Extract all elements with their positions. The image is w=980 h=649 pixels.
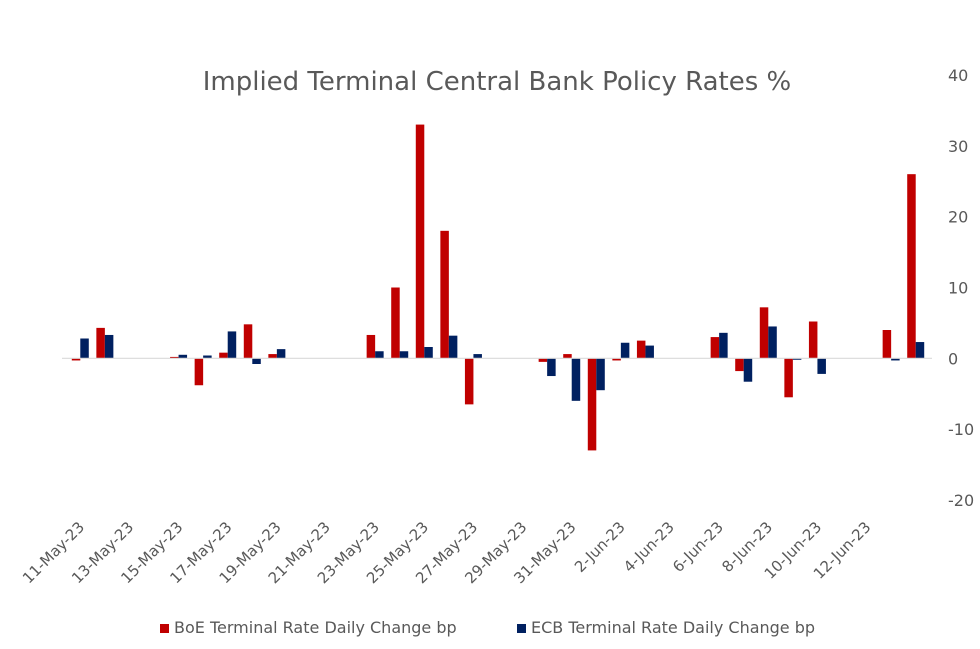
boe-bar-0 <box>71 358 81 361</box>
ecb-bar-21 <box>596 358 605 391</box>
boe-legend-label: BoE Terminal Rate Daily Change bp <box>174 618 457 637</box>
ecb-bar-1 <box>104 334 114 359</box>
ecb-bar-14 <box>424 347 433 359</box>
ecb-bar-20 <box>571 358 581 401</box>
boe-bar-8 <box>268 354 277 359</box>
boe-bar-5 <box>194 358 204 386</box>
y-tick-label: -20 <box>948 491 974 510</box>
ecb-bar-29 <box>792 358 802 360</box>
x-axis-category-labels: 11-May-2313-May-2315-May-2317-May-2319-M… <box>19 518 874 587</box>
boe-bar-1 <box>96 327 105 359</box>
boe-bar-34 <box>907 174 916 359</box>
boe-bar-22 <box>612 358 621 361</box>
boe-bar-27 <box>735 358 744 372</box>
y-tick-label: 30 <box>948 137 968 156</box>
y-tick-label: 20 <box>948 208 968 227</box>
boe-bar-13 <box>391 287 400 359</box>
boe-bar-30 <box>808 321 818 359</box>
y-tick-label: -10 <box>948 420 974 439</box>
boe-bar-14 <box>415 124 425 359</box>
ecb-bar-34 <box>915 342 925 359</box>
ecb-bar-28 <box>768 326 777 359</box>
x-category-label: 6-Jun-23 <box>669 518 727 576</box>
ecb-bar-13 <box>399 351 409 359</box>
chart-title: Implied Terminal Central Bank Policy Rat… <box>203 67 792 97</box>
ecb-legend-swatch <box>517 624 526 633</box>
ecb-bar-8 <box>276 349 286 359</box>
boe-bar-6 <box>219 352 228 359</box>
x-category-label: 4-Jun-23 <box>620 518 678 576</box>
boe-bar-4 <box>170 356 179 359</box>
x-category-label: 2-Jun-23 <box>571 518 629 576</box>
ecb-bar-27 <box>743 358 753 382</box>
ecb-bar-0 <box>80 338 89 359</box>
ecb-bar-22 <box>620 342 630 359</box>
legend: BoE Terminal Rate Daily Change bp ECB Ter… <box>160 618 815 637</box>
boe-bar-12 <box>366 334 376 359</box>
boe-bar-16 <box>464 358 474 405</box>
y-tick-label: 10 <box>948 279 968 298</box>
ecb-bar-16 <box>473 354 482 359</box>
boe-bar-23 <box>636 340 646 359</box>
y-axis-ticks: 40 30 20 10 0 -10 -20 <box>948 66 974 510</box>
boe-bar-7 <box>243 324 253 359</box>
bars-group <box>71 124 925 451</box>
boe-legend-swatch <box>160 624 169 633</box>
ecb-bar-26 <box>719 332 728 359</box>
ecb-bar-5 <box>203 355 212 359</box>
ecb-bar-4 <box>178 354 188 359</box>
ecb-bar-30 <box>817 358 826 374</box>
boe-bar-20 <box>563 354 572 359</box>
boe-bar-19 <box>538 358 548 362</box>
ecb-bar-6 <box>227 331 237 359</box>
boe-bar-21 <box>587 358 597 451</box>
boe-bar-29 <box>784 358 793 398</box>
ecb-bar-15 <box>448 335 458 359</box>
y-tick-label: 40 <box>948 66 968 85</box>
ecb-bar-7 <box>252 358 261 364</box>
boe-bar-15 <box>440 230 449 359</box>
ecb-bar-33 <box>891 358 900 361</box>
ecb-bar-12 <box>375 351 384 359</box>
boe-bar-28 <box>759 307 769 359</box>
boe-bar-33 <box>882 330 892 359</box>
boe-bar-26 <box>710 337 720 359</box>
y-tick-label: 0 <box>948 349 958 368</box>
ecb-bar-23 <box>645 345 654 359</box>
ecb-legend-label: ECB Terminal Rate Daily Change bp <box>531 618 815 637</box>
ecb-bar-19 <box>547 358 556 377</box>
